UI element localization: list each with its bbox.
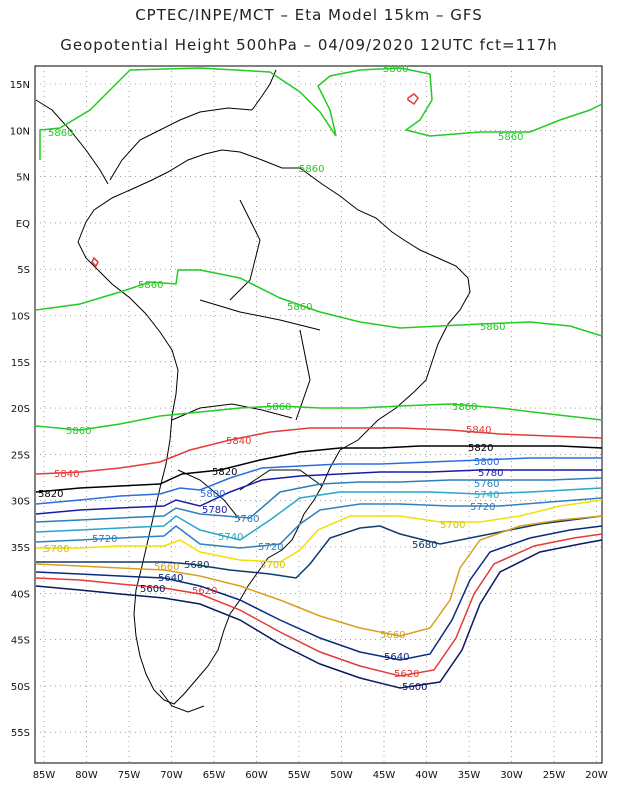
contour-5800 bbox=[35, 457, 602, 505]
lat-tick-label: 30S bbox=[11, 497, 30, 508]
contour-5620 bbox=[35, 533, 603, 677]
lon-tick-label: 50W bbox=[330, 770, 353, 781]
contour-label-5840-c: 5840 bbox=[54, 469, 79, 480]
lon-tick-label: 30W bbox=[500, 770, 523, 781]
contour-label-5860-e: 5860 bbox=[138, 280, 163, 291]
lat-tick-label: 15S bbox=[11, 358, 30, 369]
lon-tick-label: 55W bbox=[288, 770, 311, 781]
contours bbox=[35, 67, 603, 689]
contour-label-5860-i: 5860 bbox=[452, 402, 477, 413]
lat-tick-label: 10S bbox=[11, 312, 30, 323]
contour-5780 bbox=[35, 469, 602, 515]
contour-label-5780-b: 5780 bbox=[202, 505, 227, 516]
contour-label-5620-b: 5620 bbox=[192, 586, 217, 597]
contour-label-5860-d: 5860 bbox=[299, 164, 324, 175]
lon-tick-label: 40W bbox=[415, 770, 438, 781]
contour-label-5700-a: 5700 bbox=[440, 520, 465, 531]
contour-5680 bbox=[36, 515, 603, 579]
axis-tick-labels: 85W 80W 75W 70W 65W 60W 55W 50W 45W 40W 35W 30W 25W 2… bbox=[10, 80, 608, 781]
contour-5660 bbox=[35, 515, 603, 637]
contour-5740 bbox=[35, 487, 603, 541]
contour-label-5860-h: 5860 bbox=[266, 402, 291, 413]
contour-label-5820-b: 5820 bbox=[212, 467, 237, 478]
contour-label-5700-c: 5700 bbox=[44, 544, 69, 555]
contour-label-5600-b: 5600 bbox=[140, 584, 165, 595]
contour-label-5640-a: 5640 bbox=[384, 652, 409, 663]
lat-tick-label: 10N bbox=[10, 126, 30, 137]
coastline bbox=[35, 69, 471, 713]
contour-closed-high bbox=[407, 93, 419, 106]
contour-label-5740-a: 5740 bbox=[474, 490, 499, 501]
contour-5600 bbox=[35, 539, 603, 689]
lat-tick-label: 5N bbox=[16, 173, 30, 184]
lat-tick-label: 55S bbox=[11, 728, 30, 739]
lat-tick-label: 15N bbox=[10, 80, 30, 91]
contour-label-5720-a: 5720 bbox=[470, 502, 495, 513]
contour-label-5800-b: 5800 bbox=[200, 489, 225, 500]
contour-label-5840-a: 5840 bbox=[226, 436, 251, 447]
contour-label-5680-b: 5680 bbox=[184, 560, 209, 571]
lat-tick-label: 20S bbox=[11, 404, 30, 415]
lon-tick-label: 35W bbox=[458, 770, 481, 781]
lon-tick-label: 25W bbox=[543, 770, 566, 781]
contour-closed-andes bbox=[91, 256, 99, 268]
contour-5820 bbox=[35, 445, 603, 493]
contour-label-5760-a: 5760 bbox=[474, 479, 499, 490]
contour-label-5820-a: 5820 bbox=[468, 443, 493, 454]
map-title-line2: Geopotential Height 500hPa – 04/09/2020 … bbox=[60, 36, 558, 54]
map-frame bbox=[34, 65, 603, 764]
lon-tick-label: 45W bbox=[373, 770, 396, 781]
contour-label-5860-j: 5860 bbox=[66, 426, 91, 437]
contour-5760 bbox=[35, 477, 603, 523]
contour-label-5860-b: 5860 bbox=[48, 128, 73, 139]
lon-tick-label: 75W bbox=[118, 770, 141, 781]
contour-label-5860-c: 5860 bbox=[498, 132, 523, 143]
lat-tick-label: 40S bbox=[11, 589, 30, 600]
contour-label-5860-g: 5860 bbox=[480, 322, 505, 333]
contour-5640 bbox=[35, 525, 603, 661]
contour-5840 bbox=[35, 427, 603, 475]
contour-label-5600-a: 5600 bbox=[402, 682, 427, 693]
map-gridlines bbox=[35, 66, 602, 763]
contour-label-5740-b: 5740 bbox=[218, 532, 243, 543]
contour-label-5780-a: 5780 bbox=[478, 468, 503, 479]
lon-tick-label: 60W bbox=[245, 770, 268, 781]
contour-label-5760-b: 5760 bbox=[234, 514, 259, 525]
contour-5720 bbox=[35, 497, 603, 549]
contour-5860-north bbox=[39, 67, 603, 160]
lat-tick-label: 35S bbox=[11, 543, 30, 554]
lon-tick-label: 20W bbox=[585, 770, 608, 781]
lat-tick-label: 5S bbox=[17, 265, 30, 276]
contour-label-5720-c: 5720 bbox=[92, 534, 117, 545]
lat-tick-label: 50S bbox=[11, 682, 30, 693]
lon-tick-label: 80W bbox=[75, 770, 98, 781]
contour-labels: 5860 5860 5860 5860 5860 5860 5860 5860 … bbox=[38, 64, 523, 693]
contour-5700 bbox=[36, 499, 603, 563]
lat-tick-label: 25S bbox=[11, 450, 30, 461]
contour-label-5860-f: 5860 bbox=[287, 302, 312, 313]
contour-label-5700-b: 5700 bbox=[260, 560, 285, 571]
contour-label-5720-b: 5720 bbox=[258, 542, 283, 553]
contour-label-5800-a: 5800 bbox=[474, 457, 499, 468]
contour-label-5820-c: 5820 bbox=[38, 489, 63, 500]
contour-label-5660-b: 5660 bbox=[154, 562, 179, 573]
contour-label-5680-a: 5680 bbox=[412, 540, 437, 551]
contour-label-5860-a: 5860 bbox=[383, 64, 408, 75]
lon-tick-label: 85W bbox=[33, 770, 56, 781]
map-title-line1: CPTEC/INPE/MCT – Eta Model 15km – GFS bbox=[135, 6, 483, 24]
contour-label-5840-b: 5840 bbox=[466, 425, 491, 436]
contour-5860-central bbox=[35, 269, 603, 337]
contour-label-5640-b: 5640 bbox=[158, 573, 183, 584]
lon-tick-label: 70W bbox=[160, 770, 183, 781]
contour-label-5660-a: 5660 bbox=[380, 630, 405, 641]
lat-tick-label: 45S bbox=[11, 636, 30, 647]
contour-label-5620-a: 5620 bbox=[394, 669, 419, 680]
contour-5860-south bbox=[35, 403, 603, 431]
lat-tick-label: EQ bbox=[16, 219, 30, 230]
lon-tick-label: 65W bbox=[203, 770, 226, 781]
